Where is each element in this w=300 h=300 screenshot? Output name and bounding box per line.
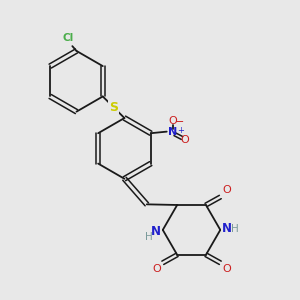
Text: +: + <box>178 125 184 134</box>
Text: N: N <box>169 127 178 136</box>
Text: H: H <box>145 232 153 242</box>
Text: O: O <box>152 264 161 274</box>
Text: N: N <box>151 225 161 238</box>
Text: O: O <box>169 116 178 126</box>
Text: O: O <box>180 135 189 145</box>
Text: Cl: Cl <box>63 33 74 43</box>
Text: −: − <box>175 117 184 127</box>
Text: N: N <box>222 222 232 235</box>
Text: O: O <box>222 185 231 195</box>
Text: H: H <box>230 224 238 234</box>
Text: O: O <box>222 264 231 274</box>
Text: S: S <box>109 101 118 114</box>
